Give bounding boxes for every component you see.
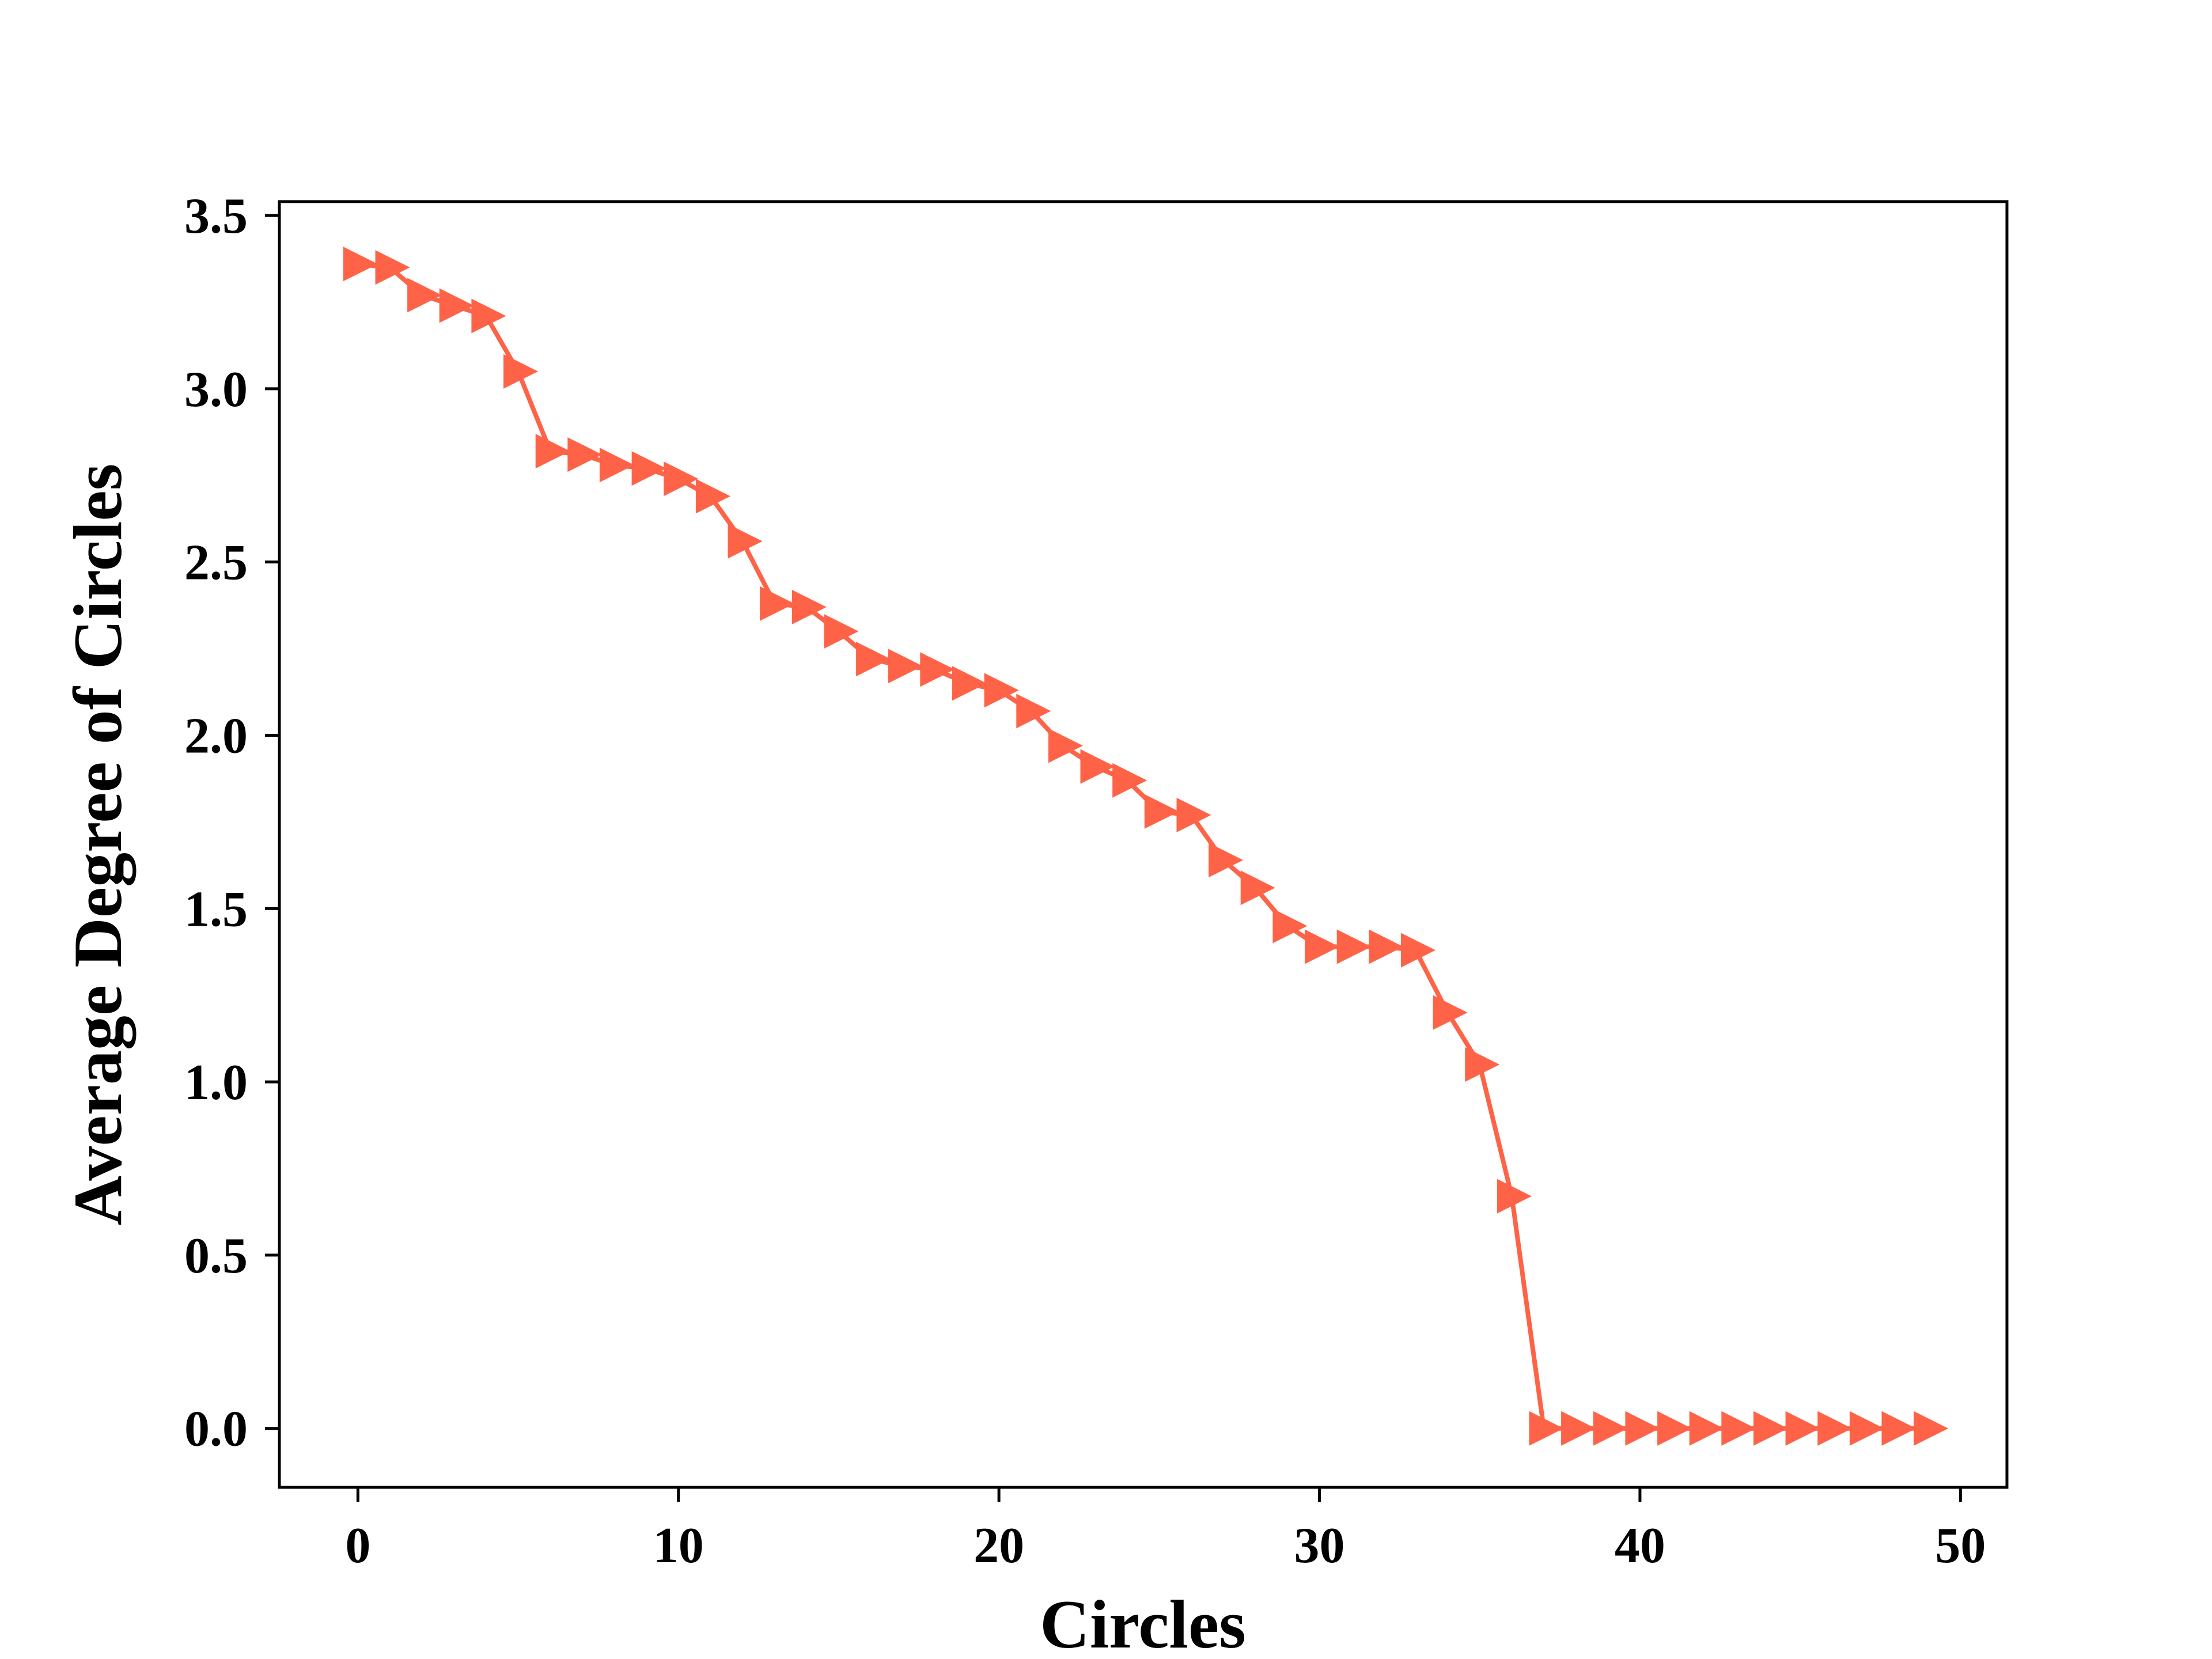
data-point-marker xyxy=(1080,749,1115,784)
data-point-marker xyxy=(1561,1411,1596,1446)
data-point-marker xyxy=(343,247,378,282)
y-tick-label: 0.5 xyxy=(184,1228,248,1284)
data-point-marker xyxy=(728,524,763,559)
data-point-marker xyxy=(1497,1179,1532,1214)
series-layer xyxy=(343,247,1949,1446)
data-point-marker xyxy=(503,354,538,389)
data-point-marker xyxy=(1914,1411,1949,1446)
y-tick-label: 0.0 xyxy=(184,1402,248,1457)
data-point-marker xyxy=(1272,908,1308,944)
data-point-marker xyxy=(1785,1411,1820,1446)
data-point-marker xyxy=(1112,763,1147,798)
y-tick-label: 2.0 xyxy=(184,708,248,764)
data-point-marker xyxy=(1240,870,1275,906)
data-point-marker xyxy=(1209,843,1244,878)
plot-frame xyxy=(278,200,2009,1489)
data-point-marker xyxy=(1016,694,1051,729)
y-tick-label: 3.5 xyxy=(184,188,248,244)
data-point-marker xyxy=(1529,1411,1564,1446)
data-point-marker xyxy=(1721,1411,1756,1446)
data-point-marker xyxy=(760,586,795,621)
data-point-marker xyxy=(407,278,442,313)
data-point-marker xyxy=(824,614,859,649)
data-point-marker xyxy=(888,649,923,684)
data-point-marker xyxy=(1593,1411,1628,1446)
data-point-marker xyxy=(952,666,987,701)
data-point-marker xyxy=(1176,797,1211,832)
y-tick-label: 1.5 xyxy=(184,881,248,937)
data-point-marker xyxy=(856,642,891,677)
data-point-marker xyxy=(1048,728,1083,763)
x-tick-label: 50 xyxy=(1935,1518,1986,1574)
data-point-marker xyxy=(1336,929,1372,964)
x-tick-label: 10 xyxy=(653,1518,704,1574)
data-point-marker xyxy=(791,589,827,624)
data-point-marker xyxy=(535,434,570,469)
data-point-marker xyxy=(1753,1411,1788,1446)
data-point-marker xyxy=(695,479,730,514)
y-axis-label: Average Degree of Circles xyxy=(59,464,137,1226)
data-point-marker xyxy=(1849,1411,1884,1446)
data-point-marker xyxy=(375,250,410,285)
data-point-marker xyxy=(1433,995,1468,1030)
data-point-marker xyxy=(1144,794,1179,829)
y-tick-label: 3.0 xyxy=(184,362,248,418)
data-point-marker xyxy=(599,448,634,483)
data-point-marker xyxy=(1689,1411,1724,1446)
ticks-layer: 0 10 20 30 40 50 0.0 0.5 1.0 1.5 2.0 2.5 3.0 3.5 xyxy=(184,188,1986,1574)
data-point-marker xyxy=(1625,1411,1660,1446)
x-tick-label: 20 xyxy=(974,1518,1024,1574)
x-tick-label: 40 xyxy=(1615,1518,1665,1574)
data-point-marker xyxy=(567,437,603,472)
data-point-marker xyxy=(1465,1047,1500,1082)
y-tick-label: 1.0 xyxy=(184,1055,248,1111)
data-point-marker xyxy=(1369,929,1404,964)
data-point-marker xyxy=(1657,1411,1692,1446)
x-tick-label: 0 xyxy=(345,1518,370,1574)
data-point-marker xyxy=(439,288,474,323)
y-tick-label: 2.5 xyxy=(184,535,248,591)
data-point-marker xyxy=(631,451,666,486)
data-point-marker xyxy=(1817,1411,1853,1446)
data-point-marker xyxy=(920,652,955,687)
x-axis-label: Circles xyxy=(1040,1586,1246,1659)
data-point-marker xyxy=(664,461,699,497)
data-point-marker xyxy=(1881,1411,1916,1446)
data-point-marker xyxy=(1305,929,1339,964)
x-tick-label: 30 xyxy=(1294,1518,1345,1574)
data-point-marker xyxy=(1400,933,1435,968)
data-point-marker xyxy=(984,673,1019,708)
data-point-marker xyxy=(471,298,506,334)
